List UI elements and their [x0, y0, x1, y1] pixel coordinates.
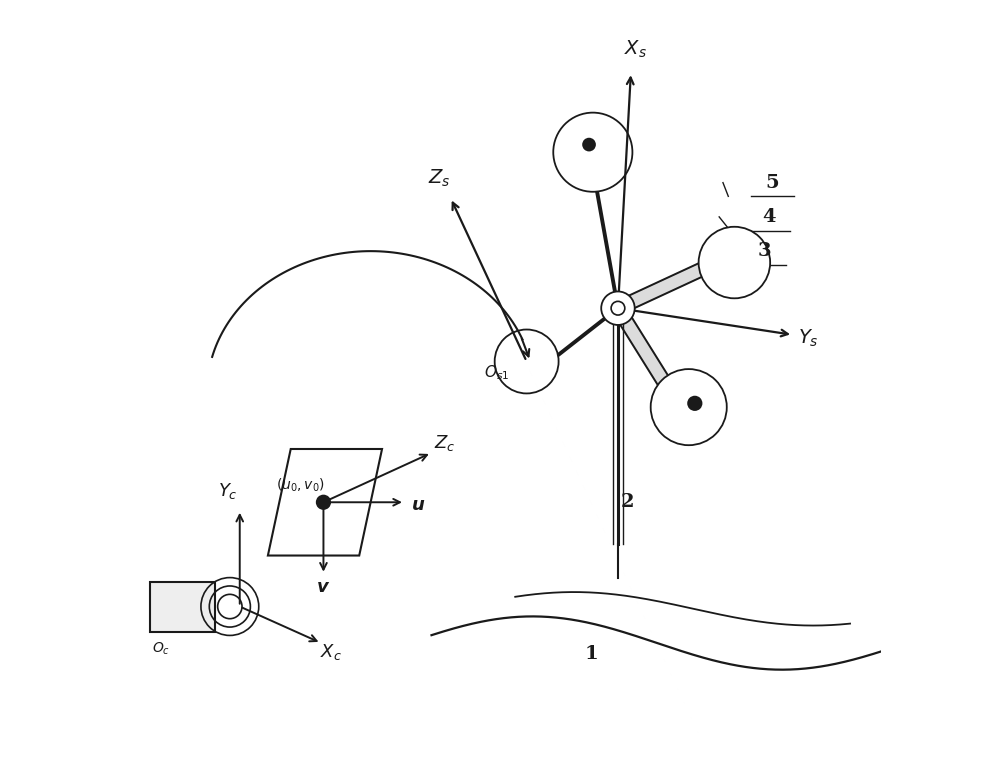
Circle shape: [601, 291, 635, 325]
Text: $\boldsymbol{v}$: $\boldsymbol{v}$: [316, 578, 331, 597]
Circle shape: [495, 330, 559, 393]
Text: 2: 2: [621, 493, 635, 511]
Circle shape: [687, 396, 702, 411]
Text: $O_c$: $O_c$: [152, 640, 170, 657]
Text: $Z_s$: $Z_s$: [428, 168, 450, 189]
Text: $\boldsymbol{u}$: $\boldsymbol{u}$: [411, 495, 425, 514]
Circle shape: [553, 113, 632, 192]
Text: 1: 1: [584, 645, 598, 664]
Text: $Y_c$: $Y_c$: [218, 481, 238, 501]
Text: $O_{s1}$: $O_{s1}$: [484, 364, 509, 382]
Text: 5: 5: [766, 174, 779, 192]
Text: $Y_s$: $Y_s$: [798, 328, 819, 349]
Text: $X_s$: $X_s$: [624, 39, 647, 60]
Text: 4: 4: [762, 208, 775, 226]
Circle shape: [651, 369, 727, 445]
Text: $Z_c$: $Z_c$: [434, 433, 456, 453]
Circle shape: [611, 301, 625, 315]
Circle shape: [699, 227, 770, 298]
Text: $X_c$: $X_c$: [320, 642, 342, 662]
Text: 3: 3: [758, 242, 772, 260]
Circle shape: [316, 495, 331, 510]
Text: $(u_0, v_0)$: $(u_0, v_0)$: [276, 477, 325, 494]
Polygon shape: [150, 582, 215, 632]
Circle shape: [582, 138, 596, 151]
Polygon shape: [615, 256, 719, 314]
Polygon shape: [612, 304, 683, 407]
